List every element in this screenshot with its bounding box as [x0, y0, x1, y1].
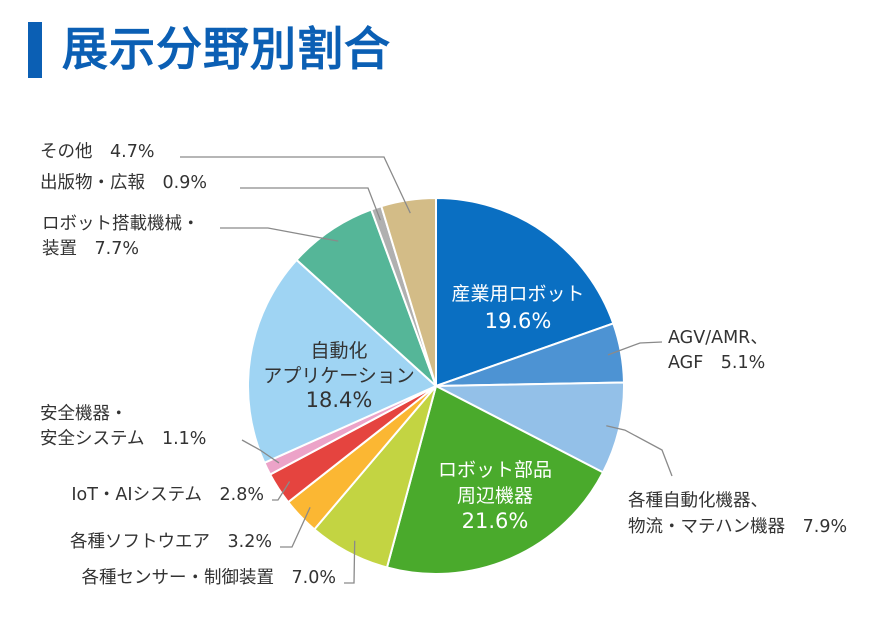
leader-line [220, 227, 339, 242]
leader-lines [180, 156, 673, 584]
slice-label: 産業用ロボット 19.6% [451, 283, 584, 333]
pie-slice [380, 196, 437, 387]
slice-label: ロボット搭載機械・装置 7.7% [42, 214, 200, 259]
leader-line [344, 540, 356, 584]
leader-line [240, 187, 382, 221]
slice-label: 各種自動化機器、物流・マテハン機器 7.9% [628, 491, 847, 537]
title-accent-bar [28, 22, 42, 78]
leader-line [272, 481, 291, 501]
slice-label: IoT・AIシステム 2.8% [71, 485, 264, 505]
leader-line [180, 156, 411, 214]
leader-line [607, 341, 663, 356]
slice-label: 自動化アプリケーション 18.4% [263, 340, 415, 412]
slice-label: 各種ソフトウエア 3.2% [70, 532, 272, 552]
pie-slice [247, 258, 438, 465]
slice-label: 出版物・広報 0.9% [40, 173, 207, 193]
pie-slice [385, 384, 605, 575]
slice-label: ロボット部品周辺機器 21.6% [438, 459, 552, 533]
leader-line [241, 439, 280, 464]
page-title: 展示分野別割合 [62, 22, 391, 76]
leader-line [280, 507, 311, 548]
leader-line [606, 425, 673, 477]
slice-label: 各種センサー・制御装置 7.0% [82, 568, 336, 588]
slice-labels: 産業用ロボット 19.6% AGV/AMR、 AGF 5.1% 各種自動化機器、物流・マ… [40, 142, 847, 588]
slice-label: AGV/AMR、 AGF 5.1% [668, 328, 768, 373]
slice-label: その他 4.7% [40, 142, 154, 162]
pie-slices [247, 196, 625, 575]
slice-label: 安全機器・安全システム 1.1% [40, 404, 206, 449]
